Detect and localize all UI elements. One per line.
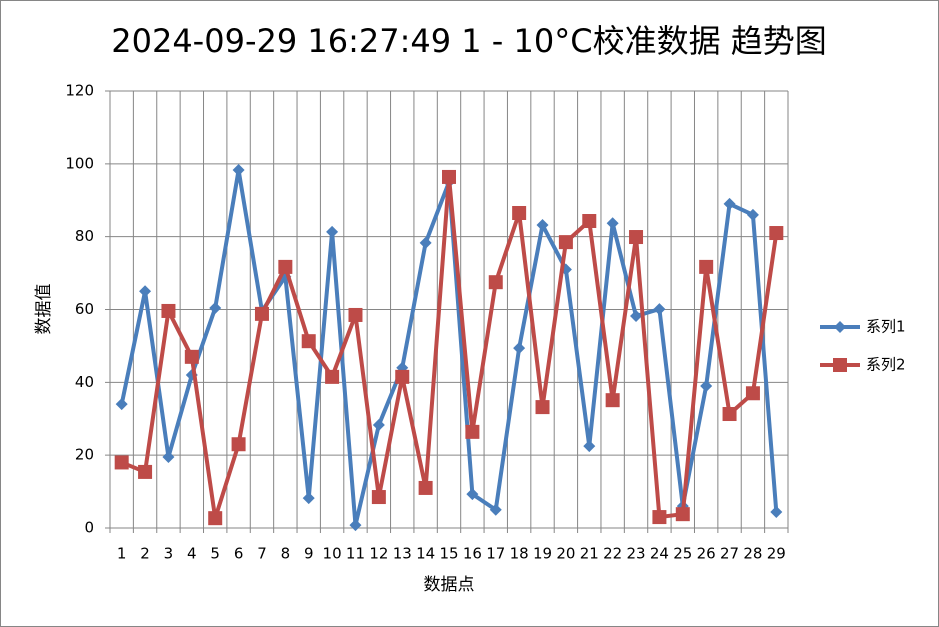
point [442,169,456,184]
x-tick-label: 14 [416,545,435,563]
point [114,455,129,470]
point [746,208,759,221]
point [745,386,760,401]
point [349,519,362,532]
y-axis-label: 数据值 [34,284,54,335]
point [513,342,526,355]
y-tick-label: 120 [65,82,94,100]
point [723,197,736,210]
x-tick-label: 3 [164,545,174,563]
point [209,302,222,315]
x-tick-label: 1 [117,545,127,563]
x-tick-label: 10 [323,545,342,563]
x-tick-label: 29 [767,545,786,563]
point [652,510,667,525]
point [512,205,527,220]
y-tick-label: 60 [75,300,94,318]
x-tick-label: 11 [346,545,365,563]
x-tick-label: 25 [673,545,692,563]
chart-title: 2024-09-29 16:27:49 1 - 10°C校准数据 趋势图 [111,22,827,60]
point [418,480,433,495]
x-tick-label: 21 [580,545,599,563]
x-tick-label: 12 [369,545,388,563]
x-tick-label: 5 [210,545,220,563]
point [231,437,246,452]
x-tick-label: 16 [463,545,482,563]
point [371,490,386,505]
point [700,379,713,392]
point [605,393,620,408]
legend-marker [834,321,846,333]
legend-label: 系列2 [866,356,906,374]
point [558,235,573,250]
point [302,492,315,505]
x-tick-label: 9 [304,545,314,563]
x-tick-label: 27 [720,545,739,563]
x-tick-label: 28 [743,545,762,563]
point [139,285,152,298]
y-tick-label: 100 [65,154,94,172]
point [606,217,619,230]
point [536,219,549,232]
y-tick-label: 40 [75,373,94,391]
x-tick-label: 24 [650,545,669,563]
point [630,310,643,323]
x-tick-label: 20 [556,545,575,563]
point [722,407,737,422]
x-tick-label: 4 [187,545,197,563]
point [465,424,480,439]
x-tick-label: 2 [140,545,150,563]
point [653,303,666,316]
point [325,369,340,384]
x-tick-label: 13 [393,545,412,563]
point [232,164,245,177]
point [699,259,714,274]
x-tick-label: 18 [510,545,529,563]
point [419,236,432,249]
y-tick-label: 80 [75,227,94,245]
x-axis-label: 数据点 [424,575,475,595]
point [372,418,385,431]
point [466,488,479,501]
x-tick-label: 22 [603,545,622,563]
point [489,503,502,516]
point [535,400,550,415]
point [395,369,410,384]
point [208,511,223,526]
x-tick-label: 19 [533,545,552,563]
y-tick-label: 20 [75,446,94,464]
point [184,349,199,364]
x-tick-label: 6 [234,545,244,563]
point [769,226,784,241]
x-tick-label: 8 [281,545,291,563]
point [254,306,269,321]
point [326,225,339,238]
point [138,464,153,479]
point [770,505,783,518]
point [348,307,363,322]
point [488,275,503,290]
point [582,214,597,229]
point [301,334,316,349]
x-tick-label: 15 [439,545,458,563]
point [675,507,690,522]
point [278,259,293,274]
point [161,303,176,318]
x-tick-label: 23 [626,545,645,563]
x-tick-label: 26 [697,545,716,563]
point [629,230,644,245]
legend-label: 系列1 [866,318,906,336]
legend-marker [833,358,847,372]
point [115,398,128,411]
x-tick-label: 7 [257,545,267,563]
point [583,440,596,453]
point [162,450,175,463]
y-tick-label: 0 [84,519,94,537]
x-tick-label: 17 [486,545,505,563]
